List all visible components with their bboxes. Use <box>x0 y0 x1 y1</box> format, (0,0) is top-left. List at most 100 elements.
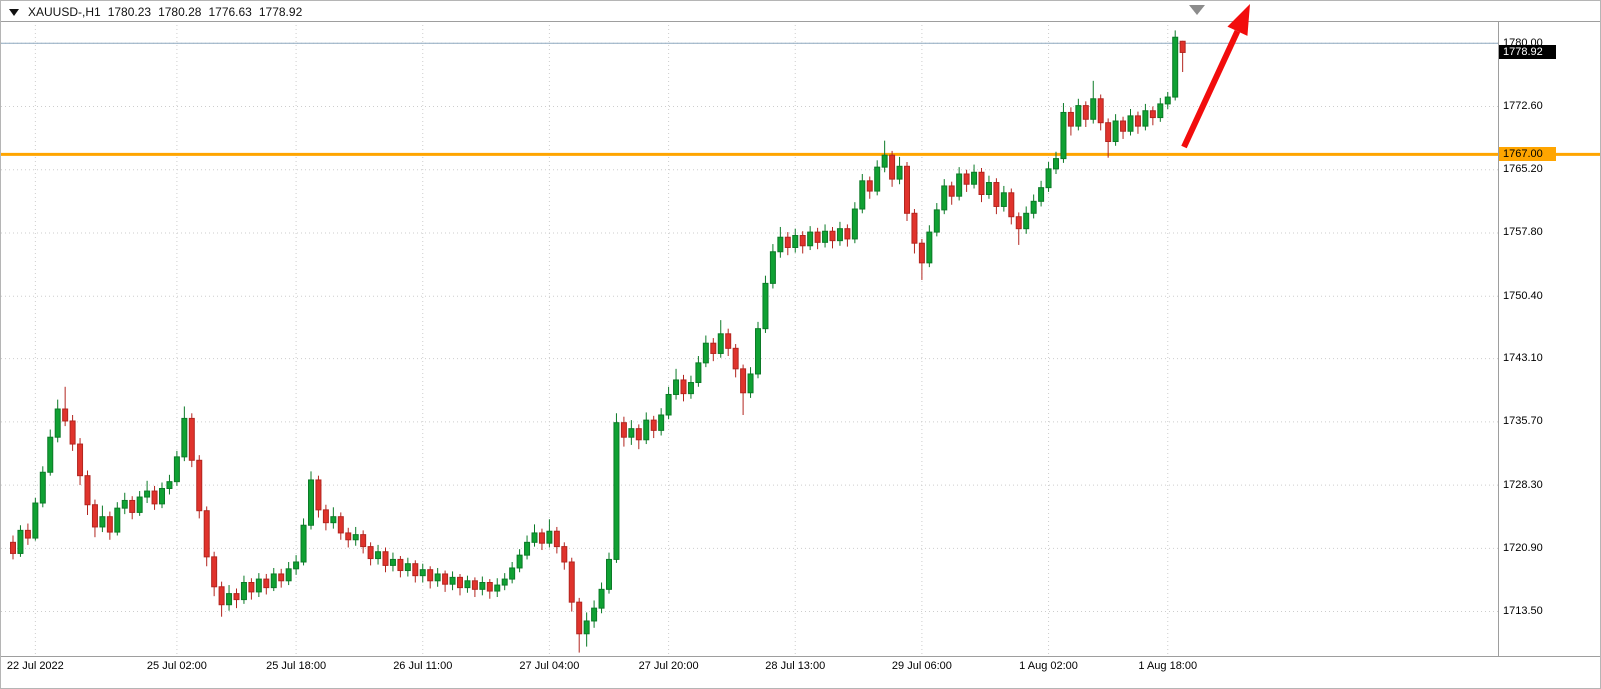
candlestick <box>747 373 754 394</box>
candlestick <box>553 530 560 548</box>
candlestick <box>218 586 225 606</box>
candlestick <box>1105 122 1112 143</box>
candlestick <box>687 382 694 395</box>
candlestick <box>933 209 940 233</box>
candlestick <box>918 242 925 264</box>
time-label: 1 Aug 02:00 <box>1019 660 1078 672</box>
candlestick <box>129 499 136 513</box>
candlestick <box>509 567 516 580</box>
price-tick-label: 1720.90 <box>1503 541 1543 554</box>
candlestick <box>278 573 285 582</box>
candlestick <box>620 422 627 438</box>
candlestick <box>322 509 329 524</box>
candlestick <box>859 180 866 210</box>
candlestick <box>352 534 359 541</box>
candlestick <box>568 561 575 603</box>
candlestick <box>732 347 739 370</box>
candlestick <box>39 471 46 504</box>
candlestick <box>807 231 814 247</box>
candlestick <box>598 588 605 609</box>
candlestick <box>389 558 396 566</box>
candlestick <box>285 568 292 582</box>
quote-close: 1778.92 <box>258 5 303 19</box>
candlestick <box>1149 110 1156 119</box>
symbol-label: XAUUSD-,H1 <box>28 5 101 19</box>
price-badge-current: 1778.92 <box>1499 45 1556 60</box>
candlestick <box>1045 168 1052 189</box>
candlestick <box>1090 98 1097 120</box>
candlestick <box>524 541 531 556</box>
candlestick <box>233 593 240 601</box>
candlestick <box>315 479 322 511</box>
candlestick <box>814 231 821 243</box>
candlestick <box>188 417 195 461</box>
candlestick <box>963 173 970 185</box>
candlestick <box>1127 115 1134 132</box>
candlestick <box>538 532 545 544</box>
candlestick <box>851 208 858 240</box>
price-tick-label: 1713.50 <box>1503 605 1543 618</box>
candlestick <box>486 582 493 592</box>
candlestick <box>471 580 478 590</box>
candlestick <box>643 419 650 441</box>
price-tick-label: 1728.30 <box>1503 478 1543 491</box>
candlestick <box>240 582 247 601</box>
candlestick <box>77 443 84 477</box>
candlestick <box>1053 158 1059 170</box>
candlestick <box>32 502 39 539</box>
candlestick <box>144 490 151 498</box>
candlestick <box>628 428 635 438</box>
candlestick <box>226 593 233 606</box>
candlestick <box>1179 40 1186 53</box>
candlestick <box>1172 36 1179 98</box>
price-tick-label: 1765.20 <box>1503 163 1543 176</box>
candlestick <box>375 551 382 560</box>
trend-arrow[interactable] <box>1181 29 1241 149</box>
candlestick <box>777 236 784 253</box>
time-axis[interactable]: 22 Jul 2022 25 Jul 02:00 25 Jul 18:00 26 Ju… <box>1 658 1498 678</box>
price-tick-label: 1750.40 <box>1503 289 1543 302</box>
candlestick <box>1030 200 1037 214</box>
candlestick <box>173 456 180 483</box>
candlestick <box>1038 187 1045 202</box>
candlestick <box>151 490 158 505</box>
candlestick <box>255 578 262 593</box>
candlestick <box>337 516 344 534</box>
candlestick <box>978 171 985 195</box>
time-label: 22 Jul 2022 <box>6 660 64 672</box>
candlestick <box>427 569 434 582</box>
candlestick <box>10 541 16 554</box>
candlestick <box>583 620 590 635</box>
candlestick <box>382 551 389 566</box>
candlestick <box>680 379 687 395</box>
candlestick <box>650 419 657 431</box>
candlestick <box>822 230 829 243</box>
candlestick <box>419 569 426 577</box>
candlestick <box>1000 192 1007 207</box>
candlestick <box>889 154 896 180</box>
candlestick <box>926 231 933 264</box>
candlestick <box>904 165 910 214</box>
candlestick <box>1142 110 1149 127</box>
trend-arrow-head[interactable] <box>1227 4 1250 36</box>
candlestick <box>1060 111 1067 160</box>
candlestick <box>69 420 76 445</box>
candlestick <box>449 576 456 585</box>
candlestick <box>665 393 672 416</box>
candlestick <box>1097 98 1104 124</box>
candlestick <box>270 573 277 589</box>
candlestick <box>717 333 724 354</box>
candlestick <box>971 171 978 185</box>
candlestick <box>866 180 873 192</box>
candlestick <box>62 408 69 422</box>
candlestick <box>330 516 337 524</box>
candlestick <box>211 556 218 588</box>
time-label: 27 Jul 04:00 <box>519 660 580 672</box>
candlestick <box>956 173 963 197</box>
price-axis[interactable]: 1780.00 1772.60 1765.20 1757.80 1750.40 1743.… <box>1498 21 1600 657</box>
candlestick <box>494 584 501 592</box>
time-label: 25 Jul 18:00 <box>266 660 327 672</box>
candlestick <box>17 529 24 554</box>
candlestick <box>561 546 568 563</box>
